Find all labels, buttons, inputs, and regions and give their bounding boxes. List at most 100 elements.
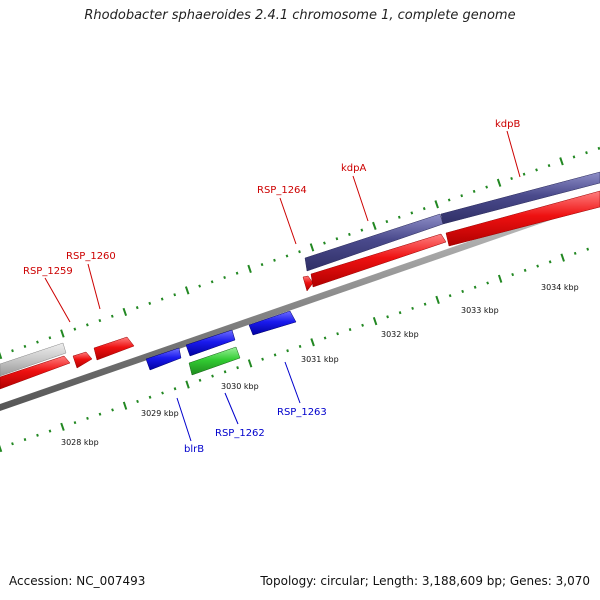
lower-track-minor-tick <box>398 311 402 315</box>
upper-track-minor-tick <box>323 241 326 245</box>
lower-track-minor-tick <box>273 353 277 357</box>
upper-track-minor-tick <box>98 318 102 323</box>
lower-track-major-tick <box>372 316 378 326</box>
upper-track-minor-tick <box>485 185 489 189</box>
scale-label-3029: 3029 kbp <box>141 409 179 418</box>
upper-track-minor-tick <box>385 219 389 224</box>
upper-track-minor-tick <box>110 314 114 318</box>
gene-arrow-RSP_1260 <box>93 336 135 361</box>
leader-line-kdpB <box>506 130 521 178</box>
upper-track-minor-tick <box>273 258 276 262</box>
leader-line-RSP_1259 <box>44 277 71 323</box>
upper-track-minor-tick <box>23 344 27 348</box>
upper-track-minor-tick <box>173 293 177 297</box>
upper-track-major-tick <box>309 243 315 252</box>
lower-track-minor-tick <box>236 366 239 370</box>
lower-track-major-tick <box>310 338 315 347</box>
upper-track-minor-tick <box>522 172 526 176</box>
upper-track-major-tick <box>122 307 128 317</box>
gene-arrow-kdpA <box>310 233 447 288</box>
upper-track-minor-tick <box>410 211 414 215</box>
upper-track-minor-tick <box>148 301 152 305</box>
lower-track-minor-tick <box>323 336 327 340</box>
leader-line-RSP_1260 <box>87 263 101 310</box>
upper-track-major-tick <box>247 264 252 274</box>
upper-track-minor-tick <box>73 327 77 331</box>
lower-track-minor-tick <box>461 289 465 294</box>
upper-track-minor-tick <box>48 336 52 340</box>
upper-track-minor-tick <box>260 263 264 267</box>
leader-line-RSP_1262 <box>224 392 239 425</box>
upper-track-minor-tick <box>535 168 538 172</box>
scale-label-3028: 3028 kbp <box>61 438 99 447</box>
lower-track-minor-tick <box>573 251 577 255</box>
lower-track-minor-tick <box>386 315 389 319</box>
gene-arrow-kdpB <box>445 190 600 247</box>
upper-track-minor-tick <box>85 323 89 327</box>
map-title: Rhodobacter sphaeroides 2.4.1 chromosome… <box>84 8 516 23</box>
gene-label-kdpB: kdpB <box>495 119 520 130</box>
lower-track-minor-tick <box>523 268 527 272</box>
gene-label-RSP_1263: RSP_1263 <box>277 407 327 418</box>
lower-track-minor-tick <box>411 306 414 310</box>
lower-track-minor-tick <box>473 285 477 289</box>
gene-arrow-RSP_1262 <box>185 329 236 357</box>
leader-line-kdpA <box>352 175 369 222</box>
lower-track-minor-tick <box>73 421 77 425</box>
lower-track-minor-tick <box>173 387 177 391</box>
gene-label-blrB: blrB <box>184 444 204 455</box>
upper-track-minor-tick <box>36 340 39 344</box>
gene-label-kdpA: kdpA <box>341 163 366 174</box>
lower-track-minor-tick <box>23 437 27 442</box>
lower-track-minor-tick <box>11 442 14 446</box>
upper-track-minor-tick <box>11 349 14 353</box>
gene-label-RSP_1262: RSP_1262 <box>215 428 265 439</box>
lower-track-major-tick <box>60 422 65 431</box>
upper-track-major-tick <box>184 286 190 295</box>
genome-summary-text: Topology: circular; Length: 3,188,609 bp… <box>260 574 590 588</box>
lower-track-minor-tick <box>111 408 114 412</box>
lower-track-major-tick <box>185 380 190 389</box>
lower-track-minor-tick <box>486 281 490 285</box>
gene-arrow-red-left <box>0 355 71 390</box>
lower-track-major-tick <box>560 253 565 262</box>
gene-arrow-blrB <box>145 347 182 371</box>
lower-track-minor-tick <box>148 395 152 399</box>
upper-track-minor-tick <box>447 198 451 202</box>
upper-track-minor-tick <box>210 280 214 284</box>
upper-track-minor-tick <box>422 207 426 211</box>
upper-track-minor-tick <box>160 297 164 301</box>
lower-track-minor-tick <box>286 349 289 353</box>
leader-line-RSP_1264 <box>279 197 297 245</box>
upper-track-minor-tick <box>510 176 513 181</box>
lower-track-minor-tick <box>86 416 89 420</box>
upper-track-minor-tick <box>135 306 139 310</box>
upper-track-major-tick <box>372 221 377 230</box>
upper-track-major-tick <box>434 200 439 209</box>
upper-track-minor-tick <box>223 275 226 280</box>
upper-track-minor-tick <box>335 237 339 241</box>
lower-track-minor-tick <box>211 374 214 378</box>
upper-track-minor-tick <box>360 228 364 232</box>
upper-track-minor-tick <box>397 215 401 219</box>
scale-label-3032: 3032 kbp <box>381 330 419 339</box>
upper-track-minor-tick <box>572 155 576 159</box>
lower-track-minor-tick <box>298 344 302 349</box>
reverse-strand-tick-track <box>0 247 590 453</box>
scale-label-3030: 3030 kbp <box>221 382 259 391</box>
lower-track-minor-tick <box>223 370 227 374</box>
lower-track-minor-tick <box>448 294 452 298</box>
lower-track-minor-tick <box>511 272 515 277</box>
upper-track-minor-tick <box>547 164 551 168</box>
upper-track-minor-tick <box>472 189 476 193</box>
lower-track-minor-tick <box>161 391 164 395</box>
lower-track-minor-tick <box>48 429 52 433</box>
chromosome-backbone <box>0 196 600 411</box>
lower-track-minor-tick <box>198 378 202 382</box>
lower-track-minor-tick <box>536 264 540 268</box>
accession-text: Accession: NC_007493 <box>9 574 146 588</box>
upper-track-major-tick <box>496 178 502 187</box>
gene-arrow-green <box>188 346 241 376</box>
gene-arrow-RSP_1263 <box>248 310 297 336</box>
